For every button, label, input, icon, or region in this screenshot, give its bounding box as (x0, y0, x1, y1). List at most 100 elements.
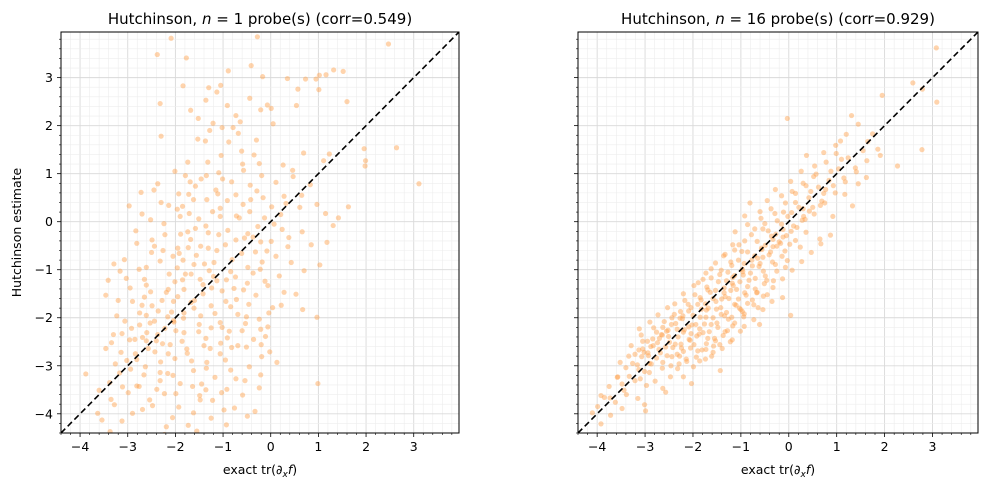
data-point (718, 305, 724, 311)
data-point (230, 124, 236, 131)
data-point (166, 271, 172, 277)
data-point (833, 142, 839, 148)
data-point (672, 341, 678, 347)
data-point (794, 224, 800, 231)
data-point (190, 197, 197, 203)
data-point (778, 221, 785, 227)
data-point (697, 358, 703, 364)
data-point (754, 289, 760, 295)
data-point (313, 76, 319, 82)
data-point (262, 333, 269, 340)
data-point (222, 357, 229, 363)
data-point (175, 294, 181, 300)
data-point (165, 286, 171, 293)
data-point (723, 309, 730, 316)
data-point (730, 282, 736, 289)
data-point (677, 315, 683, 321)
data-point (148, 289, 154, 295)
data-point (147, 397, 153, 403)
data-point (208, 415, 214, 421)
data-point (614, 374, 620, 380)
data-point (675, 334, 681, 340)
data-point (730, 242, 736, 248)
data-point (673, 320, 679, 327)
data-point (658, 331, 664, 338)
data-point (175, 245, 181, 251)
data-point (852, 165, 858, 171)
data-point (607, 395, 613, 401)
data-point (663, 344, 669, 350)
data-point (741, 311, 747, 317)
data-point (223, 277, 229, 283)
data-point (225, 68, 231, 74)
data-point (228, 269, 234, 275)
data-point (648, 361, 654, 367)
data-point (772, 210, 778, 217)
data-point (708, 266, 714, 272)
x-tick-label: 3 (410, 439, 418, 454)
data-point (258, 342, 264, 348)
data-point (239, 250, 245, 256)
data-point (242, 378, 248, 384)
data-point (744, 283, 751, 290)
data-point (301, 150, 307, 156)
data-point (821, 149, 827, 156)
data-point (756, 263, 762, 269)
data-point (229, 179, 235, 185)
data-point (823, 186, 829, 193)
data-point (201, 261, 208, 267)
data-point (751, 317, 757, 323)
reference-line-1 (61, 32, 459, 433)
data-point (626, 373, 632, 379)
data-point (692, 292, 698, 298)
data-point (674, 326, 680, 332)
data-point (660, 359, 666, 365)
data-point (729, 262, 735, 268)
data-point (203, 172, 209, 179)
data-point (679, 316, 686, 322)
data-point (181, 310, 187, 316)
data-point (107, 428, 113, 433)
x-tick-label: 3 (929, 439, 937, 454)
data-point (136, 383, 142, 390)
data-point (239, 328, 245, 334)
data-point (235, 343, 241, 349)
data-point (192, 225, 199, 232)
data-point (147, 320, 153, 326)
data-point (665, 333, 672, 340)
x-tick-label: 1 (833, 439, 841, 454)
data-point (670, 344, 676, 351)
data-point (754, 238, 760, 244)
data-point (842, 191, 848, 197)
data-point (184, 350, 190, 356)
data-point (219, 390, 225, 396)
data-point (772, 261, 778, 268)
data-point (115, 297, 121, 304)
x-tick-label: 1 (314, 439, 322, 454)
data-point (274, 359, 280, 365)
data-point (139, 302, 145, 308)
data-point (683, 356, 689, 362)
data-point (737, 328, 744, 334)
data-point (229, 344, 235, 351)
data-point (217, 351, 223, 357)
data-point (154, 386, 160, 392)
data-point (833, 150, 839, 157)
data-point (677, 308, 684, 315)
data-point (273, 179, 279, 185)
data-point (133, 228, 139, 234)
data-point (699, 347, 705, 353)
data-point (216, 232, 222, 238)
data-point (724, 328, 731, 334)
data-point (645, 353, 652, 359)
data-point (279, 226, 285, 232)
data-point (607, 412, 614, 418)
data-point (800, 206, 806, 212)
data-point (192, 183, 199, 189)
data-point (205, 230, 211, 236)
data-point (695, 348, 701, 354)
data-point (129, 410, 136, 416)
data-point (735, 296, 742, 302)
data-point (196, 216, 202, 222)
data-point (722, 329, 728, 335)
